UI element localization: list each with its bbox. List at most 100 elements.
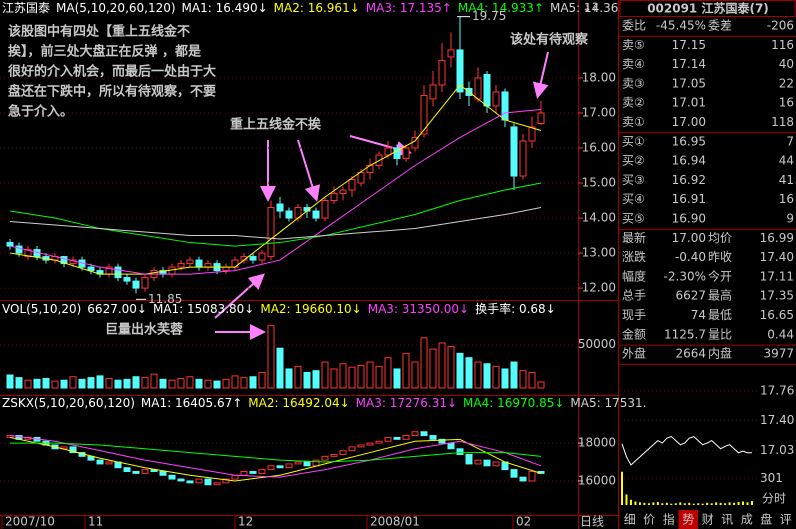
volume-bar — [330, 368, 338, 389]
volume-bar — [321, 361, 329, 389]
candle-body — [249, 256, 257, 261]
candle-body — [141, 469, 149, 474]
price: 17.00 — [672, 115, 706, 129]
row-label: 昨收 — [708, 250, 732, 264]
note-line: 挨】，前三处大盘正在反弹 ，都是 — [8, 44, 202, 60]
volume-bar — [105, 377, 113, 389]
candle-body — [393, 436, 401, 440]
value: 16.99 — [760, 231, 794, 245]
candle-body — [357, 172, 365, 184]
x-tick-label: 11 — [88, 515, 103, 529]
value: -2.30% — [664, 269, 706, 283]
header-item: MA2: 16.961↓ — [274, 1, 360, 15]
candle-body — [285, 210, 293, 219]
volume-bar — [501, 368, 509, 389]
row-label: 卖③ — [622, 76, 645, 90]
volume-bar — [114, 379, 122, 389]
volume-bar — [141, 377, 149, 389]
row-label: 买③ — [622, 173, 645, 187]
row-label: 最新 — [622, 230, 646, 245]
y-tick-label: 18000 — [578, 436, 616, 450]
tab[interactable]: 盘 — [760, 512, 772, 527]
quote-title: 002091 江苏国泰(7) — [647, 1, 769, 16]
row-label: 买① — [622, 134, 645, 148]
price: 17.14 — [672, 57, 706, 71]
ma-line — [9, 182, 542, 247]
candle-body — [456, 49, 464, 93]
candle-body — [258, 469, 266, 474]
header-item: MA3: 17.135↑ — [366, 1, 452, 15]
candle-body — [420, 94, 428, 135]
annotation: 重上五线金不挨 — [230, 117, 322, 133]
candle-body — [105, 461, 113, 465]
tab[interactable]: 势 — [682, 513, 694, 527]
y-tick-label: 16.00 — [582, 140, 616, 154]
tab[interactable]: 评 — [780, 513, 792, 527]
candle-body — [222, 478, 230, 484]
row-label: 最低 — [708, 308, 732, 322]
candle-body — [294, 461, 302, 465]
tab[interactable]: 财 — [702, 513, 714, 527]
candle-body — [6, 242, 14, 247]
volume-bar — [240, 377, 248, 389]
price-line — [621, 435, 752, 466]
volume-bar — [96, 375, 104, 389]
candle-body — [177, 263, 185, 268]
header-item: MA5: 17531. — [570, 396, 646, 410]
volume-bar — [492, 365, 500, 389]
volume-bar — [483, 363, 491, 389]
tab[interactable]: 价 — [643, 513, 655, 527]
candle-body — [312, 210, 320, 219]
volume-bar — [276, 347, 284, 389]
candle-body — [60, 256, 68, 265]
volume-bar — [6, 374, 14, 389]
header-item: MA5: 14.363↑ — [550, 1, 636, 15]
volume-bar — [150, 373, 158, 389]
candle-body — [276, 203, 284, 212]
candle-body — [24, 249, 32, 258]
candle-body — [483, 459, 491, 467]
row-label: 量比 — [708, 327, 732, 341]
candle-body — [519, 476, 527, 482]
volume: 16 — [779, 192, 794, 206]
annotation: 巨量出水芙蓉 — [105, 322, 184, 338]
header-item: VOL(5,10,20) — [2, 302, 81, 316]
row-label: 幅度 — [622, 268, 646, 283]
header-item: MA1: 16405.67↑ — [141, 396, 242, 410]
volume-bar — [384, 357, 392, 389]
candle-body — [96, 459, 104, 465]
volume-bar — [87, 377, 95, 389]
volume-bar — [294, 365, 302, 389]
candle-body — [132, 280, 140, 289]
y-tick-label: 17.00 — [582, 105, 616, 119]
candle-body — [528, 126, 536, 142]
volume: 40 — [779, 57, 794, 71]
volume-bar — [186, 376, 194, 389]
volume-bar — [420, 337, 428, 389]
volume: 22 — [779, 76, 794, 90]
candle-body — [303, 461, 311, 467]
y-tick-label: 18.00 — [582, 70, 616, 84]
candle-body — [429, 435, 437, 440]
volume-bar — [510, 361, 518, 389]
panel-header: ZSKX(5,10,20,60,120) MA1: 16405.67↑ MA2: 1… — [2, 396, 646, 410]
volume-bar — [285, 368, 293, 389]
tab[interactable]: 细 — [624, 513, 636, 527]
row-label: 金额 — [622, 326, 646, 341]
price: 16.90 — [672, 212, 706, 226]
volume: 44 — [779, 154, 794, 168]
y-tick-label: 12.00 — [582, 281, 616, 295]
candle-body — [240, 470, 248, 476]
candle-body — [132, 470, 140, 474]
candle-body — [519, 140, 527, 177]
candle-body — [375, 440, 383, 444]
tab[interactable]: 成 — [741, 513, 753, 527]
candle-body — [384, 147, 392, 156]
ma-line — [9, 108, 542, 275]
tab[interactable]: 指 — [663, 512, 675, 527]
candle-body — [366, 442, 374, 446]
high-label: 19.75 — [472, 9, 506, 23]
candle-body — [204, 263, 212, 268]
tab[interactable]: 讯 — [721, 513, 733, 527]
